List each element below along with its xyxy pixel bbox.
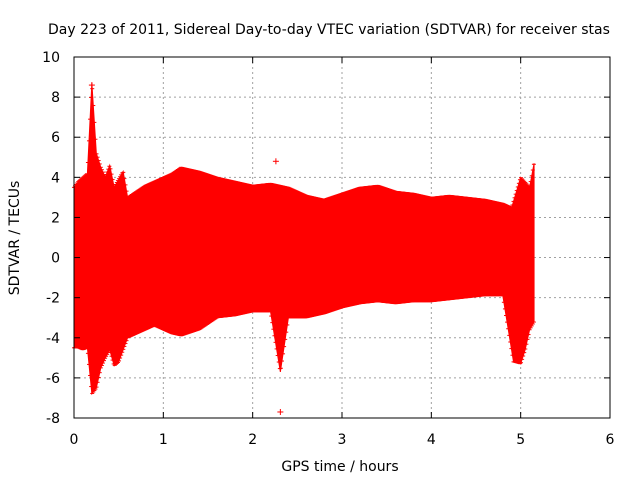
x-tick-label: 3 <box>338 432 347 448</box>
x-tick-label: 0 <box>70 432 79 448</box>
y-tick-label: 0 <box>51 251 60 267</box>
y-tick-label: 2 <box>51 210 60 226</box>
y-tick-label: -6 <box>46 371 60 387</box>
y-tick-label: -4 <box>46 331 60 347</box>
x-tick-label: 5 <box>516 432 525 448</box>
x-tick-label: 2 <box>248 432 257 448</box>
y-tick-label: -8 <box>46 411 60 427</box>
sdtvar-envelope <box>73 83 535 396</box>
axis-ticks: 0 1 2 3 4 5 6 -8 -6 -4 -2 0 2 4 6 8 10 <box>42 50 614 448</box>
x-tick-label: 4 <box>427 432 436 448</box>
x-tick-label: 6 <box>606 432 615 448</box>
y-axis-label: SDTVAR / TECUs <box>7 181 23 296</box>
y-tick-label: 8 <box>51 90 60 106</box>
x-tick-label: 1 <box>159 432 168 448</box>
x-axis-label: GPS time / hours <box>281 459 398 475</box>
chart-title: Day 223 of 2011, Sidereal Day-to-day VTE… <box>48 22 610 38</box>
y-tick-label: 6 <box>51 130 60 146</box>
data-series <box>72 82 536 415</box>
y-tick-label: 10 <box>42 50 60 66</box>
y-tick-label: -2 <box>46 291 60 307</box>
y-tick-label: 4 <box>51 170 60 186</box>
